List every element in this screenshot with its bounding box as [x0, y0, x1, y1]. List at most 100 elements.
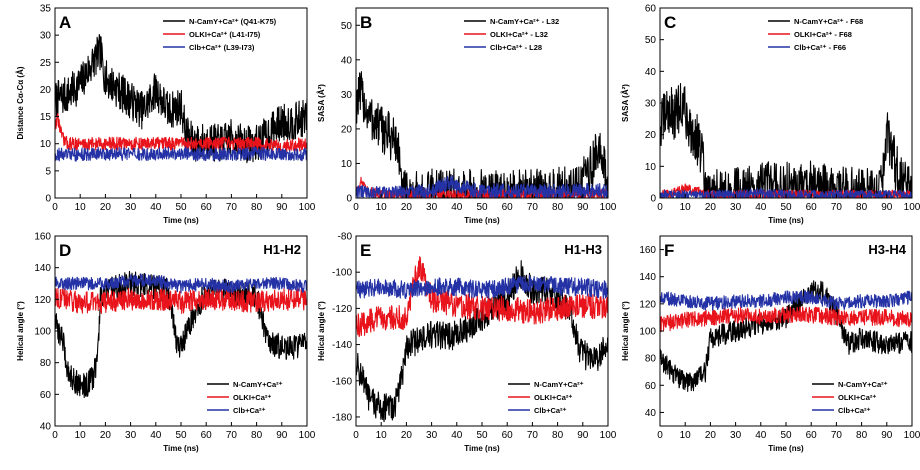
x-tick-label: 20: [100, 202, 112, 213]
x-tick-label: 60: [806, 202, 818, 213]
x-tick-label: 20: [100, 430, 112, 441]
x-tick-label: 0: [657, 430, 663, 441]
series-line-3: [660, 290, 912, 311]
y-tick-label: 60: [40, 390, 52, 401]
y-tick-label: 80: [645, 354, 657, 365]
plot-frame: [355, 7, 609, 199]
x-tick-label: 40: [451, 430, 463, 441]
y-axis-label: SASA (Å²): [621, 84, 630, 122]
y-tick-label: 40: [645, 67, 657, 78]
y-tick-label: 0: [650, 194, 656, 205]
panel-letter: F: [664, 241, 674, 260]
y-tick-label: 60: [645, 4, 657, 15]
x-axis-label: Time (ns): [464, 216, 500, 225]
series-line-1: [55, 34, 307, 164]
x-tick-label: 70: [527, 202, 539, 213]
legend-label: OLKI+Ca²⁺: [233, 393, 271, 402]
panel-letter: B: [360, 13, 372, 32]
y-tick-label: 30: [40, 31, 52, 42]
y-tick-label: 0: [45, 194, 51, 205]
y-axis-label: SASA (Å²): [317, 84, 326, 122]
series-group: [660, 83, 912, 198]
y-tick-label: -160: [332, 376, 352, 387]
x-tick-label: 0: [52, 430, 58, 441]
y-tick-label: 100: [639, 327, 656, 338]
series-line-3: [356, 274, 608, 300]
series-group: [356, 256, 608, 423]
series-group: [55, 34, 307, 164]
y-tick-label: 140: [34, 263, 51, 274]
x-tick-label: 0: [353, 202, 359, 213]
y-tick-label: 35: [40, 4, 52, 15]
x-tick-label: 70: [527, 430, 539, 441]
y-tick-label: -180: [332, 412, 352, 423]
series-line-1: [356, 71, 608, 198]
y-tick-label: 10: [645, 162, 657, 173]
x-tick-label: 30: [730, 430, 742, 441]
series-group: [660, 280, 912, 392]
series-line-3: [356, 174, 608, 198]
x-tick-label: 70: [226, 430, 238, 441]
x-tick-label: 30: [426, 202, 438, 213]
x-tick-label: 90: [881, 430, 893, 441]
x-tick-label: 100: [299, 202, 316, 213]
legend-label: OLKI+Ca²⁺ - F68: [794, 30, 852, 39]
y-tick-label: -140: [332, 340, 352, 351]
y-tick-label: 0: [346, 194, 352, 205]
legend-label: OLKI+Ca²⁺ (L41-I75): [189, 30, 261, 39]
helix-pair-label: H1-H3: [564, 242, 602, 257]
y-tick-label: 80: [40, 358, 52, 369]
y-tick-label: 30: [341, 90, 353, 101]
x-axis-label: Time (ns): [163, 444, 199, 453]
x-tick-label: 30: [125, 202, 137, 213]
x-tick-label: 10: [75, 430, 87, 441]
y-tick-label: 50: [645, 35, 657, 46]
y-tick-label: 10: [40, 139, 52, 150]
x-tick-label: 40: [755, 430, 767, 441]
y-tick-label: 40: [40, 422, 52, 433]
x-tick-label: 80: [251, 202, 263, 213]
x-tick-label: 90: [276, 202, 288, 213]
legend-label: Clb+Ca²⁺: [233, 406, 266, 415]
series-line-1: [55, 270, 307, 399]
series-line-2: [55, 287, 307, 315]
y-tick-label: -100: [332, 268, 352, 279]
x-tick-label: 90: [881, 202, 893, 213]
y-tick-label: -80: [338, 232, 353, 243]
y-tick-label: 120: [639, 299, 656, 310]
x-tick-label: 100: [600, 202, 617, 213]
panel-letter: A: [59, 13, 71, 32]
legend-label: N-CamY+Ca²⁺: [838, 380, 888, 389]
y-tick-label: 5: [45, 166, 51, 177]
y-tick-label: 20: [40, 85, 52, 96]
panel-c: 0 10 20 30 40 50 60 70 80 90 1000102030405060Time …: [621, 4, 920, 226]
legend-label: OLKI+Ca²⁺: [838, 393, 876, 402]
series-line-3: [55, 273, 307, 294]
x-tick-label: 50: [175, 430, 187, 441]
y-tick-label: -120: [332, 304, 352, 315]
x-axis-label: Time (ns): [163, 216, 199, 225]
x-tick-label: 60: [806, 430, 818, 441]
legend-label: N-CamY+Ca²⁺: [534, 380, 584, 389]
panel-letter: D: [59, 241, 71, 260]
y-axis-label: Distance Cα-Cα (Å): [16, 66, 25, 139]
series-line-1: [660, 280, 912, 392]
x-axis-label: Time (ns): [768, 444, 804, 453]
helix-pair-label: H3-H4: [868, 242, 906, 257]
x-tick-label: 30: [125, 430, 137, 441]
x-tick-label: 40: [150, 430, 162, 441]
x-tick-label: 80: [856, 430, 868, 441]
x-tick-label: 10: [376, 202, 388, 213]
legend-label: OLKI+Ca²⁺: [534, 393, 572, 402]
y-tick-label: 20: [645, 130, 657, 141]
panel-e: 0 10 20 30 40 50 60 70 80 90 100 -180 -160 -140 -120 -1…: [317, 232, 617, 454]
x-tick-label: 40: [451, 202, 463, 213]
x-tick-label: 10: [680, 430, 692, 441]
legend-label: Clb+Ca²⁺: [534, 406, 567, 415]
series-line-2: [356, 256, 608, 338]
x-tick-label: 50: [476, 430, 488, 441]
x-tick-label: 50: [476, 202, 488, 213]
y-tick-label: 40: [645, 408, 657, 419]
y-tick-label: 160: [34, 232, 51, 243]
